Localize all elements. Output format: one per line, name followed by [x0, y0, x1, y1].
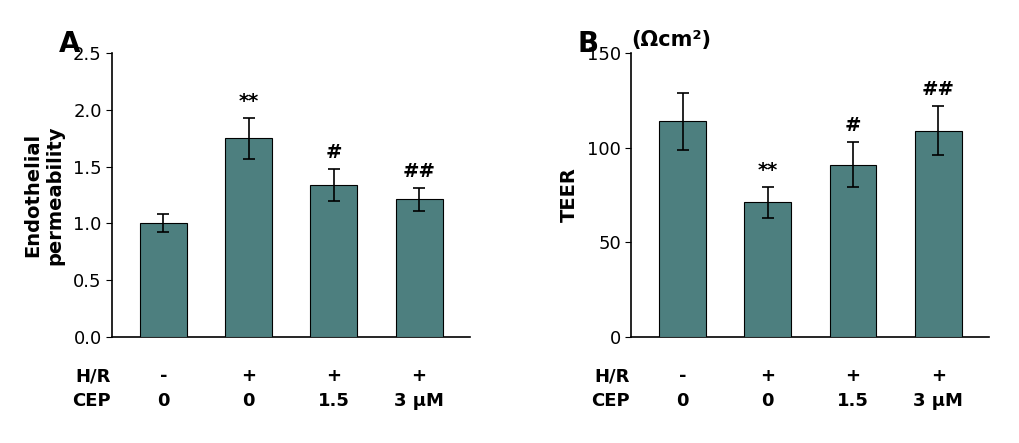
Text: H/R: H/R	[75, 367, 110, 385]
Text: 3 μM: 3 μM	[393, 392, 443, 410]
Text: #: #	[325, 143, 341, 162]
Bar	[914, 131, 961, 337]
Bar	[395, 199, 442, 337]
Text: **: **	[757, 161, 777, 180]
Text: +: +	[326, 367, 341, 385]
Text: (Ωcm²): (Ωcm²)	[631, 31, 710, 51]
Text: ##: ##	[921, 80, 954, 99]
Text: +: +	[845, 367, 860, 385]
Text: CEP: CEP	[72, 392, 110, 410]
Text: 1.5: 1.5	[837, 392, 868, 410]
Text: **: **	[238, 92, 259, 111]
Bar	[310, 185, 357, 337]
Text: 0: 0	[243, 392, 255, 410]
Text: +: +	[240, 367, 256, 385]
Text: +: +	[930, 367, 945, 385]
Text: H/R: H/R	[594, 367, 629, 385]
Bar	[828, 165, 875, 337]
Y-axis label: TEER: TEER	[559, 167, 578, 222]
Bar	[658, 121, 705, 337]
Text: +: +	[759, 367, 774, 385]
Text: A: A	[58, 31, 79, 58]
Y-axis label: Endothelial
permeability: Endothelial permeability	[23, 125, 64, 264]
Text: CEP: CEP	[591, 392, 629, 410]
Text: 0: 0	[676, 392, 688, 410]
Text: 1.5: 1.5	[318, 392, 350, 410]
Text: B: B	[577, 31, 598, 58]
Text: 0: 0	[761, 392, 773, 410]
Bar	[140, 223, 186, 337]
Text: +: +	[412, 367, 426, 385]
Text: -: -	[159, 367, 167, 385]
Text: 3 μM: 3 μM	[912, 392, 962, 410]
Bar	[744, 202, 791, 337]
Text: #: #	[844, 116, 860, 135]
Text: -: -	[678, 367, 686, 385]
Bar	[225, 138, 272, 337]
Text: ##: ##	[403, 162, 435, 181]
Text: 0: 0	[157, 392, 169, 410]
